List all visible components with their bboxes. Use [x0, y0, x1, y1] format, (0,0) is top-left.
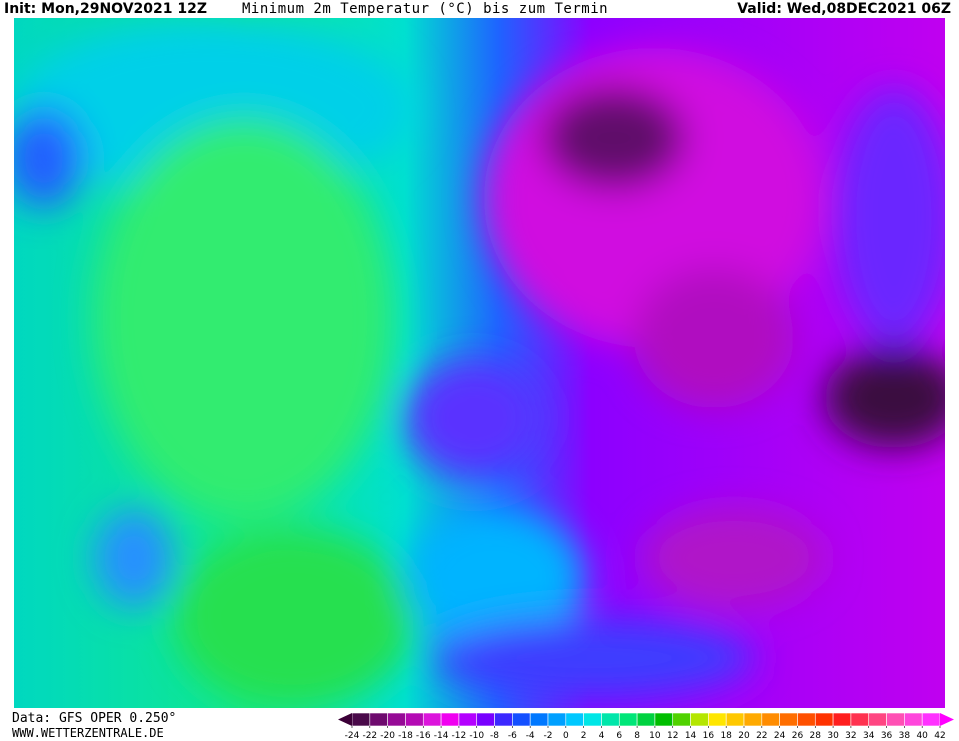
colorbar-tick-label: 42 — [934, 731, 945, 741]
colorbar-segment — [672, 712, 691, 727]
colorbar-segment — [618, 712, 638, 727]
colorbar-tick-label: 20 — [738, 731, 750, 741]
colorbar-segment — [850, 712, 870, 727]
map-title: Minimum 2m Temperatur (°C) bis zum Termi… — [242, 1, 609, 17]
init-time: Init: Mon,29NOV2021 12Z — [4, 1, 208, 17]
colorbar-segment — [904, 712, 923, 727]
colorbar-segment — [476, 712, 495, 727]
colorbar-tick-label: 34 — [863, 731, 875, 741]
colorbar-tick-label: 36 — [881, 731, 893, 741]
colorbar-segment — [832, 712, 852, 727]
colorbar-tick-label: 6 — [616, 731, 622, 741]
colorbar-high-arrow — [940, 713, 954, 726]
colorbar-segment — [921, 712, 941, 727]
colorbar-tick-label: -4 — [526, 731, 535, 741]
colorbar-segment — [814, 712, 834, 727]
colorbar-tick-label: 18 — [720, 731, 732, 741]
data-source: Data: GFS OPER 0.250° — [12, 711, 177, 726]
colorbar-tick-label: 10 — [649, 731, 661, 741]
colorbar: -24 -22 -20 -18 -16 -14 -12 -10 -8 -6 -4 -2 0 2 4 6 8 10 1… — [338, 712, 954, 741]
colorbar-tick-label: -14 — [434, 731, 449, 741]
colorbar-segment — [458, 712, 478, 727]
colorbar-segment — [725, 712, 745, 727]
colorbar-tick-label: 38 — [899, 731, 911, 741]
colorbar-segment — [886, 712, 905, 727]
colorbar-segment — [440, 712, 460, 727]
colorbar-tick-label: -24 — [345, 731, 360, 741]
colorbar-tick-label: -12 — [452, 731, 467, 741]
map — [14, 18, 945, 708]
colorbar-tick-label: 30 — [827, 731, 839, 741]
colorbar-segment — [636, 712, 656, 727]
colorbar-tick-label: 8 — [634, 731, 640, 741]
colorbar-segment — [690, 712, 709, 727]
colorbar-segment — [601, 712, 620, 727]
colorbar-segment — [797, 712, 816, 727]
colorbar-tick-label: -2 — [544, 731, 553, 741]
colorbar-tick-label: -10 — [469, 731, 484, 741]
colorbar-tick-label: -18 — [398, 731, 413, 741]
colorbar-tick-label: 16 — [703, 731, 715, 741]
colorbar-segment — [761, 712, 780, 727]
colorbar-tick-label: 22 — [756, 731, 767, 741]
colorbar-low-arrow — [338, 713, 352, 726]
colorbar-tick-label: 26 — [792, 731, 804, 741]
colorbar-tick-label: -22 — [362, 731, 377, 741]
colorbar-tick-label: 0 — [563, 731, 569, 741]
valid-time: Valid: Wed,08DEC2021 06Z — [737, 1, 951, 17]
colorbar-segment — [405, 712, 424, 727]
colorbar-tick-label: -16 — [416, 731, 431, 741]
colorbar-segment — [583, 712, 602, 727]
colorbar-segment — [708, 712, 727, 727]
colorbar-segment — [512, 712, 531, 727]
colorbar-segment — [494, 712, 513, 727]
colorbar-segment — [565, 712, 584, 727]
colorbar-segment — [351, 712, 371, 727]
colorbar-tick-label: 24 — [774, 731, 786, 741]
colorbar-tick-label: -8 — [490, 731, 499, 741]
colorbar-tick-label: 32 — [845, 731, 856, 741]
colorbar-segment — [422, 712, 442, 727]
colorbar-segment — [779, 712, 798, 727]
colorbar-tick-label: 2 — [581, 731, 587, 741]
colorbar-segment — [547, 712, 567, 727]
colorbar-tick-label: 28 — [810, 731, 822, 741]
colorbar-segment — [868, 712, 887, 727]
colorbar-tick-label: 40 — [916, 731, 928, 741]
colorbar-tick-label: -6 — [508, 731, 517, 741]
colorbar-tick-label: -20 — [380, 731, 395, 741]
colorbar-segment — [654, 712, 674, 727]
colorbar-tick-label: 12 — [667, 731, 678, 741]
temperature-field — [14, 18, 945, 708]
website: WWW.WETTERZENTRALE.DE — [12, 726, 164, 740]
colorbar-tick-label: 4 — [599, 731, 605, 741]
colorbar-segment — [529, 712, 549, 727]
colorbar-segment — [743, 712, 763, 727]
colorbar-tick-label: 14 — [685, 731, 697, 741]
colorbar-segment — [369, 712, 388, 727]
colorbar-segment — [387, 712, 406, 727]
